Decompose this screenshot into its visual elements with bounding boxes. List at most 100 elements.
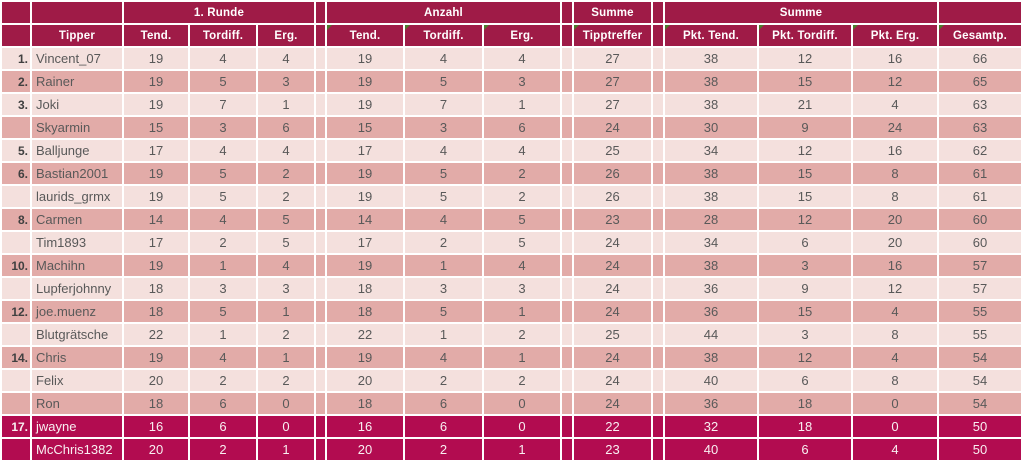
runde-tend-cell: 18: [124, 278, 188, 299]
tipper-name-cell: Tim1893: [32, 232, 122, 253]
pkt-tend-cell: 38: [665, 48, 757, 69]
spacer-cell: [316, 278, 325, 299]
pkt-tend-cell: 38: [665, 186, 757, 207]
spacer-cell: [653, 370, 663, 391]
rank-cell: 14.: [2, 347, 30, 368]
spacer-cell: [653, 232, 663, 253]
gesamtp-cell: 61: [939, 186, 1021, 207]
anzahl-tordiff-cell: 6: [405, 416, 482, 437]
tipptreffer-label: Tipptreffer: [582, 29, 643, 42]
runde-erg-cell: 0: [258, 393, 314, 414]
runde-tend-cell: 15: [124, 117, 188, 138]
table-row: 2. Rainer 19 5 3 19 5 3 27 38 15 12 65: [2, 71, 1021, 92]
table-row: Blutgrätsche 22 1 2 22 1 2 25 44 3 8 55: [2, 324, 1021, 345]
spacer-cell: [562, 439, 572, 460]
anzahl-erg-cell: 0: [484, 416, 560, 437]
spacer-cell: [562, 209, 572, 230]
anzahl-tend-cell: 22: [327, 324, 403, 345]
tipper-name-cell: McChris1382: [32, 439, 122, 460]
gesamtp-cell: 63: [939, 117, 1021, 138]
spacer-cell: [653, 163, 663, 184]
comment-marker-icon: [405, 25, 410, 30]
gesamtp-cell: 61: [939, 163, 1021, 184]
rank-cell: 17.: [2, 416, 30, 437]
pkt-tordiff-cell: 18: [759, 416, 851, 437]
header-group-row: 1. Runde Anzahl Summe Summe: [2, 2, 1021, 23]
pkt-tordiff-cell: 12: [759, 140, 851, 161]
anzahl-tordiff-cell: 1: [405, 255, 482, 276]
tipptreffer-cell: 25: [574, 140, 651, 161]
spacer-cell: [562, 186, 572, 207]
spacer-cell: [316, 232, 325, 253]
pkt-tordiff-cell: 15: [759, 71, 851, 92]
runde-tordiff-cell: 6: [190, 393, 256, 414]
spacer-column: [562, 2, 572, 23]
anzahl-tordiff-cell: 5: [405, 71, 482, 92]
runde-tordiff-cell: 2: [190, 232, 256, 253]
anzahl-erg-cell: 1: [484, 301, 560, 322]
spacer-cell: [316, 255, 325, 276]
gesamtp-cell: 55: [939, 324, 1021, 345]
runde-tend-cell: 18: [124, 301, 188, 322]
anzahl-tend-cell: 14: [327, 209, 403, 230]
rank-cell: 12.: [2, 301, 30, 322]
table-row: laurids_grmx 19 5 2 19 5 2 26 38 15 8 61: [2, 186, 1021, 207]
runde-tordiff-cell: 4: [190, 48, 256, 69]
gesamtp-label: Gesamtp.: [952, 29, 1007, 42]
spacer-column: [316, 2, 325, 23]
corner-tipper-header: [32, 2, 122, 23]
comment-marker-icon: [327, 25, 332, 30]
gesamtp-cell: 65: [939, 71, 1021, 92]
spacer-cell: [562, 393, 572, 414]
pkt-tend-cell: 30: [665, 117, 757, 138]
anzahl-tordiff-cell: 4: [405, 48, 482, 69]
pkt-erg-cell: 12: [853, 278, 937, 299]
spacer-cell: [562, 94, 572, 115]
runde-erg-cell: 2: [258, 324, 314, 345]
runde-tend-cell: 17: [124, 140, 188, 161]
spacer-cell: [316, 416, 325, 437]
runde-tend-cell: 22: [124, 324, 188, 345]
table-row: 17. jwayne 16 6 0 16 6 0 22 32 18 0 50: [2, 416, 1021, 437]
anzahl-tend-cell: 17: [327, 140, 403, 161]
rank-cell: 2.: [2, 71, 30, 92]
pkt-tend-cell: 40: [665, 370, 757, 391]
pkt-tend-cell: 38: [665, 347, 757, 368]
pkt-erg-cell: 4: [853, 301, 937, 322]
rank-cell: [2, 117, 30, 138]
runde-erg-cell: 4: [258, 255, 314, 276]
tipptreffer-cell: 27: [574, 71, 651, 92]
spacer-cell: [316, 117, 325, 138]
anzahl-tordiff-cell: 2: [405, 370, 482, 391]
anzahl-tend-cell: 16: [327, 416, 403, 437]
anzahl-tordiff-header: Tordiff.: [405, 25, 482, 46]
pkt-tend-cell: 36: [665, 278, 757, 299]
tipper-name-cell: Joki: [32, 94, 122, 115]
spacer-cell: [316, 347, 325, 368]
spacer-cell: [562, 117, 572, 138]
spacer-cell: [562, 163, 572, 184]
rank-cell: [2, 393, 30, 414]
spacer-cell: [562, 301, 572, 322]
runde-erg-cell: 2: [258, 163, 314, 184]
runde-tend-cell: 19: [124, 71, 188, 92]
runde-erg-cell: 5: [258, 232, 314, 253]
runde-erg-cell: 1: [258, 94, 314, 115]
pkt-tordiff-cell: 21: [759, 94, 851, 115]
anzahl-erg-cell: 4: [484, 140, 560, 161]
pkt-tend-cell: 38: [665, 163, 757, 184]
anzahl-erg-cell: 0: [484, 393, 560, 414]
spacer-cell: [316, 324, 325, 345]
gesamtp-cell: 62: [939, 140, 1021, 161]
tipptreffer-cell: 24: [574, 278, 651, 299]
spacer-cell: [316, 94, 325, 115]
tipper-name-cell: Ron: [32, 393, 122, 414]
gesamtp-cell: 50: [939, 416, 1021, 437]
runde-tordiff-cell: 2: [190, 370, 256, 391]
pkt-tordiff-cell: 3: [759, 324, 851, 345]
runde-tend-cell: 16: [124, 416, 188, 437]
pkt-erg-cell: 20: [853, 209, 937, 230]
tipper-name-cell: laurids_grmx: [32, 186, 122, 207]
gesamtp-cell: 54: [939, 370, 1021, 391]
pkt-tend-cell: 32: [665, 416, 757, 437]
